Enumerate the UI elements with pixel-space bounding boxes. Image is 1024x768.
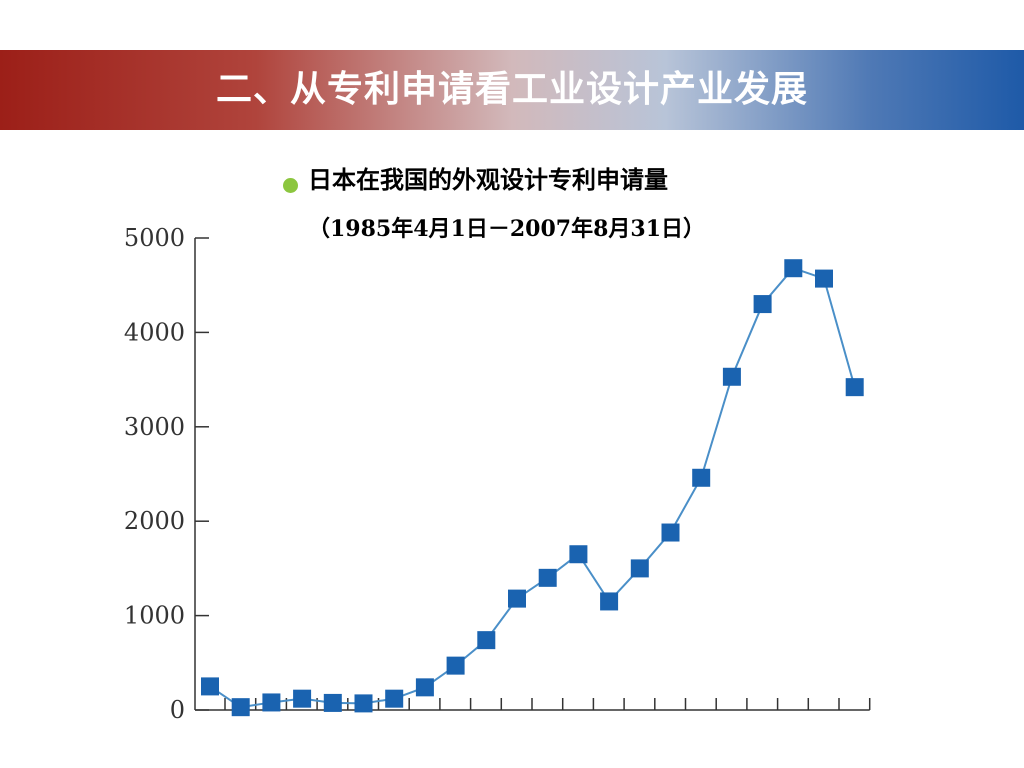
y-tick-label: 4000 xyxy=(124,318,185,346)
y-tick-label: 0 xyxy=(170,696,185,724)
data-point-marker xyxy=(815,269,833,288)
data-point-marker xyxy=(231,698,250,717)
data-point-marker xyxy=(569,545,588,564)
data-point-marker xyxy=(354,694,373,713)
data-point-marker xyxy=(262,693,281,712)
chart-date-range: （1985年4月1日－2007年8月31日） xyxy=(308,216,705,242)
data-series xyxy=(201,259,864,717)
bullet-dot-icon xyxy=(283,178,298,193)
data-point-marker xyxy=(385,689,404,708)
chart-subtitle: 日本在我国的外观设计专利申请量 xyxy=(308,166,668,194)
data-point-marker xyxy=(784,259,803,278)
data-point-marker xyxy=(753,295,772,314)
data-point-marker xyxy=(415,678,434,697)
y-axis-ticks: 0 1000 2000 3000 4000 5000 xyxy=(124,224,209,724)
series-line xyxy=(209,267,856,709)
data-point-marker xyxy=(630,559,649,578)
y-tick-label: 3000 xyxy=(124,413,185,441)
y-tick-label: 1000 xyxy=(124,602,185,630)
data-point-marker xyxy=(201,677,219,696)
y-tick-label: 5000 xyxy=(124,224,185,252)
y-tick-label: 2000 xyxy=(124,507,185,535)
slide-title: 二、从专利申请看工业设计产业发展 xyxy=(215,69,808,110)
data-point-marker xyxy=(600,592,619,611)
data-point-marker xyxy=(845,378,864,397)
data-point-marker xyxy=(508,589,526,608)
data-point-marker xyxy=(477,631,496,650)
data-point-marker xyxy=(722,367,741,386)
title-banner xyxy=(0,50,1024,130)
x-axis-ticks xyxy=(224,698,871,710)
data-point-marker xyxy=(446,656,465,675)
data-point-marker xyxy=(323,693,342,712)
data-point-marker xyxy=(661,523,680,542)
data-point-marker xyxy=(692,468,711,487)
data-point-marker xyxy=(538,568,557,587)
data-point-marker xyxy=(293,689,312,708)
